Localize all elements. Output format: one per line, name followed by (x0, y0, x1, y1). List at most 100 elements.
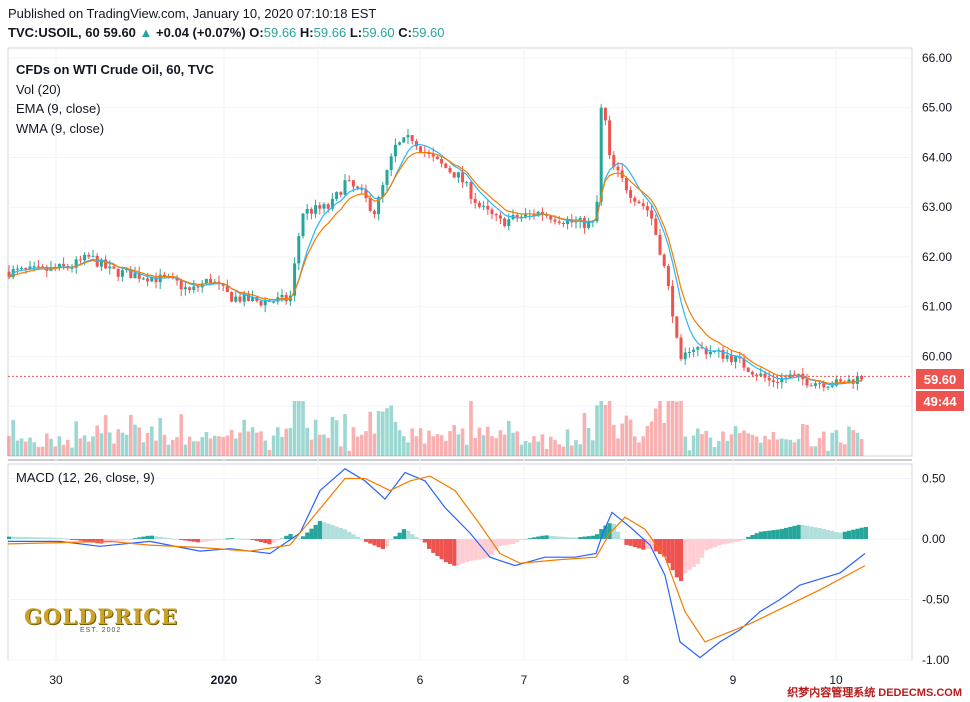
volume-bar (423, 443, 427, 456)
macd-histogram-bar (464, 539, 469, 563)
macd-histogram-bar (616, 531, 621, 540)
volume-bar (137, 427, 141, 456)
candle-body (293, 263, 297, 296)
volume-bar (402, 436, 406, 456)
macd-histogram-bar (721, 539, 726, 545)
volume-bar (162, 434, 167, 456)
candle-body (99, 259, 103, 267)
volume-bar (704, 430, 708, 456)
macd-histogram-bar (532, 537, 537, 540)
macd-histogram-bar (490, 539, 495, 555)
time-tick-label: 6 (417, 673, 424, 687)
candle-body (624, 177, 628, 191)
volume-bar (82, 435, 87, 456)
macd-histogram-bar (582, 536, 587, 540)
macd-histogram-bar (838, 532, 843, 540)
volume-bar (418, 428, 423, 456)
legend-macd[interactable]: MACD (12, 26, close, 9) (16, 470, 155, 485)
macd-histogram-bar (44, 537, 49, 540)
candle-body (301, 213, 305, 237)
volume-bar (624, 415, 629, 456)
volume-bar (847, 426, 851, 456)
volume-bar (40, 446, 45, 456)
volume-bar (318, 434, 322, 456)
candle-body (855, 375, 859, 384)
low-value: 59.60 (362, 25, 395, 40)
macd-histogram-bar (544, 535, 549, 540)
volume-bar (246, 431, 251, 456)
candle-body (57, 263, 61, 269)
legend-wma[interactable]: WMA (9, close) (16, 121, 105, 136)
volume-bar (124, 434, 129, 456)
candle-body (32, 266, 36, 268)
price-tick-label: 64.00 (922, 150, 952, 164)
macd-histogram-bar (704, 539, 709, 551)
candle-body (469, 182, 473, 199)
macd-histogram-bar (578, 537, 583, 540)
candle-body (162, 274, 166, 277)
candle-body (805, 379, 809, 386)
macd-histogram-bar (666, 539, 671, 563)
macd-histogram-bar (19, 536, 24, 540)
macd-histogram-bar (208, 539, 213, 542)
candle-body (561, 222, 565, 225)
last-price-badge-text: 59.60 (924, 372, 957, 387)
volume-bar (150, 426, 154, 456)
candle-body (356, 186, 360, 188)
volume-bar (330, 417, 335, 456)
timer-badge (916, 391, 964, 411)
volume-bar (494, 438, 498, 456)
macd-histogram-bar (603, 525, 608, 540)
candle-body (372, 210, 376, 215)
macd-histogram-bar (498, 539, 503, 546)
macd-histogram-bar (86, 539, 91, 542)
volume-bar (280, 436, 284, 456)
macd-histogram-bar (817, 528, 822, 540)
macd-histogram-bar (145, 535, 150, 540)
macd-histogram-bar (200, 539, 205, 543)
macd-histogram-bar (679, 539, 684, 581)
macd-histogram-bar (443, 539, 448, 563)
macd-histogram-bar (523, 538, 528, 540)
volume-bar (696, 428, 700, 456)
price-tick-label: 61.00 (922, 300, 952, 314)
macd-histogram-bar (385, 539, 390, 547)
volume-bar (74, 421, 78, 456)
candle-body (696, 347, 700, 350)
volume-bar (662, 422, 666, 456)
macd-histogram-bar (196, 539, 201, 543)
candle-body (792, 374, 796, 376)
macd-histogram-bar (343, 529, 348, 540)
candle-body (377, 197, 381, 215)
macd-histogram-bar (767, 530, 772, 540)
volume-bar (145, 432, 150, 456)
candle-body (637, 201, 641, 204)
macd-histogram-bar (712, 539, 717, 548)
candle-body (738, 356, 742, 359)
time-tick-label: 10 (829, 673, 843, 687)
volume-bar (830, 432, 834, 456)
macd-histogram-bar (317, 521, 322, 540)
candle-body (767, 377, 771, 381)
macd-histogram-bar (590, 535, 595, 540)
macd-histogram-bar (334, 526, 339, 540)
macd-histogram-bar (708, 539, 713, 549)
moving-averages (8, 143, 862, 386)
macd-histogram-bar (779, 528, 784, 540)
volume-bar (473, 437, 477, 456)
macd-histogram-bar (859, 527, 864, 540)
legend-vol[interactable]: Vol (20) (16, 82, 61, 97)
volume-bar (87, 441, 91, 456)
macd-histogram-bar (267, 539, 272, 545)
volume-bar (309, 439, 314, 456)
volume-bar (385, 408, 389, 456)
volume-bar (477, 427, 482, 456)
volume-bar (586, 427, 591, 456)
candle-body (251, 297, 255, 301)
volume-bar (553, 439, 557, 456)
legend-ema[interactable]: EMA (9, close) (16, 101, 101, 116)
volume-bar (78, 438, 83, 456)
macd-histogram-bar (662, 539, 667, 557)
macd-histogram-bar (65, 538, 70, 540)
